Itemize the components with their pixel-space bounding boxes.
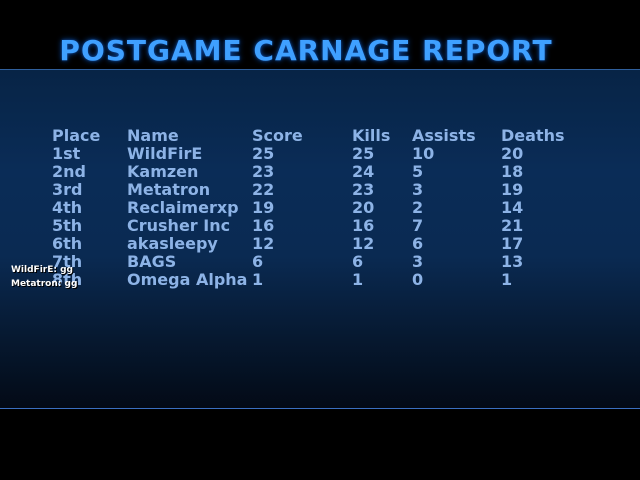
player-place: 6th [52,234,83,253]
player-place: 8th [52,270,83,289]
player-assists: 10 [412,144,435,163]
header-kills: Kills [352,126,391,145]
player-name: WildFirE [127,144,203,163]
player-row: 1st WildFirE 25 25 10 20 [52,145,571,163]
player-deaths: 19 [501,180,524,199]
report-title: POSTGAME CARNAGE REPORT [59,34,553,67]
player-score: 16 [252,216,275,235]
player-score: 12 [252,234,275,253]
player-score: 23 [252,162,275,181]
player-deaths: 14 [501,198,524,217]
player-assists: 7 [412,216,424,235]
player-kills: 1 [352,270,364,289]
player-kills: 6 [352,252,364,271]
player-deaths: 13 [501,252,524,271]
player-assists: 2 [412,198,424,217]
player-name: akasleepy [127,234,218,253]
player-score: 6 [252,252,264,271]
player-score: 1 [252,270,264,289]
player-assists: 3 [412,252,424,271]
player-kills: 16 [352,216,375,235]
player-row: 4th Reclaimerxp 19 20 2 14 [52,199,571,217]
chat-message: WildFirE: gg [11,265,73,275]
player-kills: 23 [352,180,375,199]
chat-log: WildFirE: gg Metatron: gg [11,263,77,291]
player-place: 1st [52,144,81,163]
player-place: 2nd [52,162,86,181]
header-name: Name [127,126,179,145]
player-name: Metatron [127,180,211,199]
player-score: 22 [252,180,275,199]
player-assists: 3 [412,180,424,199]
player-row: 2nd Kamzen 23 24 5 18 [52,163,571,181]
player-deaths: 17 [501,234,524,253]
player-row: 5th Crusher Inc 16 16 7 21 [52,217,571,235]
player-kills: 25 [352,144,375,163]
chat-message: Metatron: gg [11,279,78,289]
player-deaths: 1 [501,270,513,289]
player-row: 3rd Metatron 22 23 3 19 [52,181,571,199]
player-kills: 12 [352,234,375,253]
player-place: 4th [52,198,83,217]
report-panel [0,69,640,409]
player-deaths: 20 [501,144,524,163]
header-place: Place [52,126,101,145]
player-name: Kamzen [127,162,199,181]
player-score: 19 [252,198,275,217]
player-place: 5th [52,216,83,235]
player-score: 25 [252,144,275,163]
player-row: 6th akasleepy 12 12 6 17 [52,235,571,253]
player-place: 3rd [52,180,83,199]
header-deaths: Deaths [501,126,565,145]
scoreboard-header-row: Place Name Score Kills Assists Deaths [52,127,571,145]
player-name: BAGS [127,252,177,271]
player-kills: 24 [352,162,375,181]
header-score: Score [252,126,303,145]
player-assists: 6 [412,234,424,253]
header-assists: Assists [412,126,476,145]
player-row: 8th Omega Alpha 1 1 0 1 [52,271,571,289]
player-row: 7th BAGS 6 6 3 13 [52,253,571,271]
player-deaths: 18 [501,162,524,181]
scoreboard-table: Place Name Score Kills Assists Deaths 1s… [52,127,571,289]
player-kills: 20 [352,198,375,217]
player-assists: 5 [412,162,424,181]
player-place: 7th [52,252,83,271]
player-name: Omega Alpha [127,270,248,289]
player-deaths: 21 [501,216,524,235]
player-name: Crusher Inc [127,216,231,235]
player-assists: 0 [412,270,424,289]
player-name: Reclaimerxp [127,198,239,217]
